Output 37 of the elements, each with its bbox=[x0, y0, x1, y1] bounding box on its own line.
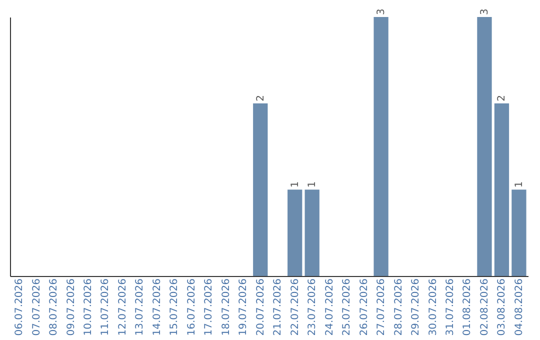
x-tick-label: 28.07.2026 bbox=[393, 278, 404, 336]
x-tick-label: 15.07.2026 bbox=[169, 278, 180, 336]
x-tick-label: 14.07.2026 bbox=[152, 278, 163, 336]
x-tick-label: 17.07.2026 bbox=[204, 278, 215, 336]
x-tick-label: 20.07.2026 bbox=[255, 278, 266, 336]
x-tick-label: 30.07.2026 bbox=[428, 278, 439, 336]
x-tick-label: 22.07.2026 bbox=[290, 278, 301, 336]
x-tick-label: 03.08.2026 bbox=[496, 278, 508, 336]
data-label: 1 bbox=[290, 181, 301, 188]
x-tick-label: 06.07.2026 bbox=[14, 278, 26, 336]
x-tick-label: 21.07.2026 bbox=[272, 278, 284, 336]
x-tick-label: 23.07.2026 bbox=[307, 278, 318, 336]
x-tick-label: 24.07.2026 bbox=[324, 278, 336, 336]
x-tick-label: 16.07.2026 bbox=[186, 278, 198, 336]
x-tick-label: 04.08.2026 bbox=[514, 278, 525, 336]
x-tick-label: 13.07.2026 bbox=[134, 278, 146, 336]
x-tick-label: 26.07.2026 bbox=[358, 278, 370, 336]
data-label: 2 bbox=[496, 94, 508, 102]
data-label: 3 bbox=[376, 8, 388, 15]
data-label: 2 bbox=[255, 94, 266, 102]
x-tick-label: 07.07.2026 bbox=[31, 278, 42, 336]
x-tick-label: 25.07.2026 bbox=[342, 278, 353, 336]
x-tick-label: 18.07.2026 bbox=[220, 278, 232, 336]
x-tick-label: 10.07.2026 bbox=[83, 278, 94, 336]
x-tick-label: 11.07.2026 bbox=[100, 278, 112, 336]
x-tick-label: 01.08.2026 bbox=[462, 278, 474, 336]
x-tick-label: 09.07.2026 bbox=[66, 278, 77, 336]
x-tick-label: 31.07.2026 bbox=[445, 278, 456, 336]
x-tick-label: 02.08.2026 bbox=[479, 278, 490, 336]
x-tick-label: 27.07.2026 bbox=[376, 278, 388, 336]
x-tick-label: 19.07.2026 bbox=[238, 278, 250, 336]
x-tick-label: 12.07.2026 bbox=[117, 278, 128, 336]
data-label: 1 bbox=[307, 181, 318, 188]
data-label: 3 bbox=[479, 8, 490, 15]
x-tick-label: 29.07.2026 bbox=[410, 278, 422, 336]
x-tick-label: 08.07.2026 bbox=[48, 278, 60, 336]
data-label: 1 bbox=[514, 181, 525, 188]
